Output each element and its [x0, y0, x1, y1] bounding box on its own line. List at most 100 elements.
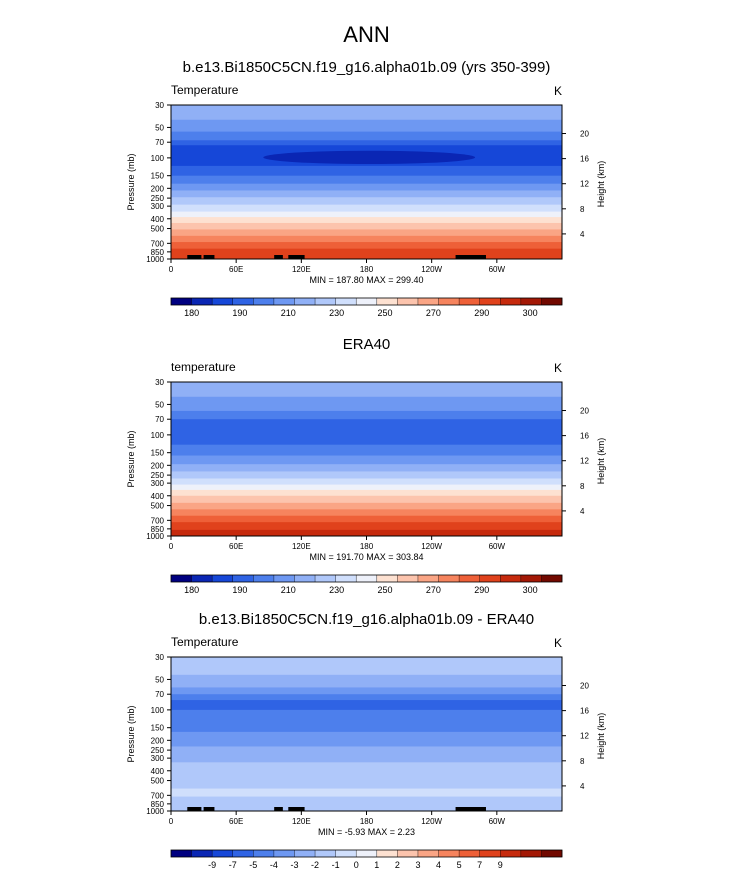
panel-1-colorbar-swatch — [315, 298, 336, 305]
panel-2-y-tick-label: 70 — [155, 415, 164, 424]
panel-1-colorbar-swatch — [500, 298, 522, 305]
panel-2-y-tick-label: 500 — [151, 502, 165, 511]
panel-3-colorbar-label: -3 — [290, 860, 298, 870]
panel-2-x-tick-label: 0 — [169, 542, 174, 551]
panel-3-colorbar-swatch — [479, 850, 501, 857]
panel-2-contour-band — [171, 382, 562, 398]
panel-3-colorbar-swatch — [335, 850, 357, 857]
panel-1-land-mask — [274, 255, 283, 259]
panel-2-colorbar-swatch — [541, 575, 563, 582]
panel-3-colorbar-swatch — [459, 850, 480, 857]
panel-1-y-tick-label: 150 — [151, 172, 165, 181]
panel-1-contour-band — [171, 248, 562, 259]
panel-2-title: ERA40 — [342, 336, 391, 353]
panel-1-contour-band — [171, 204, 562, 213]
panel-3-y-tick-label: 500 — [151, 777, 165, 786]
panel-1-y-tick-label: 250 — [151, 194, 165, 203]
panel-3-colorbar-label: -9 — [208, 860, 216, 870]
panel-1-colorbar-swatch — [376, 298, 398, 305]
panel-1-min-max-stats: MIN = 187.80 MAX = 299.40 — [309, 275, 423, 285]
panel-1-colorbar-label: 210 — [281, 308, 296, 318]
panel-2-colorbar-swatch — [479, 575, 501, 582]
panel-2-right-axis-label: Height (km) — [596, 438, 606, 485]
panel-1-colorbar-swatch — [541, 298, 563, 305]
panel-1-contour-band — [171, 140, 562, 146]
panel-3-contour-band — [171, 694, 562, 701]
panel-2-y-tick-label: 30 — [155, 378, 164, 387]
panel-2-colorbar-swatch — [500, 575, 522, 582]
panel-1-min-region — [263, 150, 476, 165]
panel-1-y-axis-label: Pressure (mb) — [126, 153, 136, 210]
panel-3-colorbar-label: 3 — [415, 860, 420, 870]
panel-3-colorbar-label: 4 — [436, 860, 441, 870]
panel-3-x-tick-label: 120W — [421, 817, 442, 826]
panel-3-y-tick-label: 700 — [151, 791, 165, 800]
panel-3-right-axis-label: Height (km) — [596, 713, 606, 760]
panel-3-colorbar-swatch — [397, 850, 419, 857]
panel-2-contour-band — [171, 455, 562, 465]
panel-3-colorbar-swatch — [500, 850, 522, 857]
panel-3-y-tick-label: 50 — [155, 675, 164, 684]
panel-2-y-tick-label: 150 — [151, 449, 165, 458]
panel-3-y-tick-label: 200 — [151, 736, 165, 745]
panel-2-y-tick-label: 700 — [151, 516, 165, 525]
panel-1-x-tick-label: 180 — [360, 265, 374, 274]
panel-3-colorbar-label: -7 — [229, 860, 237, 870]
panel-1-colorbar-swatch — [356, 298, 378, 305]
panel-3-variable-label: Temperature — [171, 635, 239, 649]
panel-3-colorbar-swatch — [356, 850, 378, 857]
panel-3-land-mask — [455, 807, 486, 811]
panel-3-land-mask — [288, 807, 305, 811]
panel-1-y-tick-label: 100 — [151, 154, 165, 163]
panel-1-right-axis-label: Height (km) — [596, 161, 606, 208]
panel-1-contour-band — [171, 235, 562, 243]
panel-3-contour-band — [171, 709, 562, 733]
panel-2-colorbar-swatch — [273, 575, 295, 582]
panel-1-x-tick-label: 0 — [169, 265, 174, 274]
panel-2-colorbar-label: 290 — [474, 585, 489, 595]
panel-1-colorbar-swatch — [335, 298, 357, 305]
panel-2-min-max-stats: MIN = 191.70 MAX = 303.84 — [309, 552, 423, 562]
panel-1-contour-band — [171, 229, 562, 237]
panel-3-colorbar-label: 9 — [498, 860, 503, 870]
panel-2-height-tick-label: 16 — [580, 432, 589, 441]
panel-3-contour-band — [171, 674, 562, 689]
panel-2-contour-band — [171, 410, 562, 420]
panel-3-contour-band — [171, 687, 562, 695]
panel-2-colorbar-swatch — [294, 575, 316, 582]
panel-1-colorbar-label: 180 — [184, 308, 199, 318]
panel-3-x-tick-label: 0 — [169, 817, 174, 826]
panel-2-units-label: K — [554, 361, 562, 375]
panel-2-colorbar-frame — [170, 574, 563, 583]
panel-3-colorbar-label: 1 — [374, 860, 379, 870]
panel-3-colorbar-swatch — [294, 850, 316, 857]
panel-3-colorbar-swatch — [376, 850, 398, 857]
panel-1-colorbar-label: 270 — [426, 308, 441, 318]
panel-2-colorbar-swatch — [232, 575, 254, 582]
panel-3-contour-band — [171, 657, 562, 676]
panel-3-land-mask — [203, 807, 215, 811]
panel-2-y-tick-label: 1000 — [146, 532, 164, 541]
panel-3-contour-field — [171, 657, 562, 811]
panel-1-title: b.e13.Bi1850C5CN.f19_g16.alpha01b.09 (yr… — [182, 59, 551, 76]
panel-3-colorbar-label: 5 — [457, 860, 462, 870]
panel-2-colorbar-label: 190 — [232, 585, 247, 595]
panel-2-y-tick-label: 300 — [151, 479, 165, 488]
panel-2-colorbar-swatch — [417, 575, 439, 582]
panel-2-contour-band — [171, 396, 562, 412]
panel-2-x-tick-label: 120E — [292, 542, 311, 551]
panel-1-contour-band — [171, 175, 562, 185]
panel-1-height-tick-label: 20 — [580, 130, 589, 139]
panel-2-colorbar-label: 210 — [281, 585, 296, 595]
panel-2-colorbar-swatch — [397, 575, 419, 582]
panel-1-contour-band — [171, 217, 562, 224]
panel-1-land-mask — [187, 255, 202, 259]
panel-2-contour-band — [171, 478, 562, 486]
panel-2-y-tick-label: 100 — [151, 431, 165, 440]
panel-1-colorbar-swatch — [171, 298, 192, 305]
panel-2-contour-band — [171, 509, 562, 517]
panel-1-colorbar-swatch — [520, 298, 542, 305]
panel-1-colorbar-swatch — [253, 298, 275, 305]
panel-1-contour-band — [171, 197, 562, 206]
panel-3-colorbar-swatch — [232, 850, 254, 857]
